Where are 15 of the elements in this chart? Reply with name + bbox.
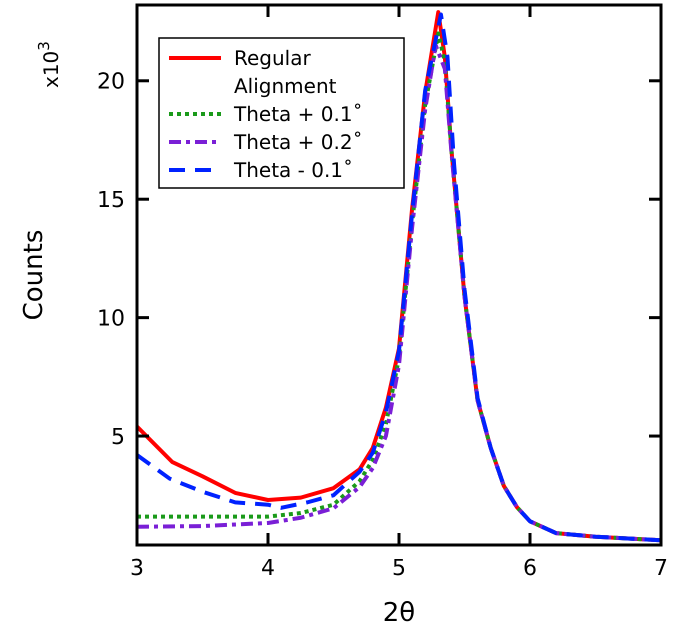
legend-label: Theta - 0.1˚ bbox=[233, 158, 354, 182]
legend-label: Theta + 0.1˚ bbox=[233, 102, 363, 126]
y-tick-label: 5 bbox=[111, 424, 125, 450]
y-tick-label: 15 bbox=[97, 188, 125, 213]
x-tick-label: 5 bbox=[392, 556, 406, 581]
x-tick-label: 4 bbox=[261, 556, 275, 581]
legend-label: Theta + 0.2˚ bbox=[233, 130, 363, 154]
x-tick-label: 3 bbox=[130, 556, 144, 581]
x-tick-label: 7 bbox=[654, 556, 668, 581]
x-tick-label: 6 bbox=[523, 556, 537, 581]
y-tick-label: 20 bbox=[97, 69, 125, 94]
x-axis-title: 2θ bbox=[382, 598, 416, 628]
legend-label: Regular Alignment bbox=[234, 46, 337, 98]
y-axis-title: Counts bbox=[19, 230, 49, 320]
y-tick-label: 10 bbox=[97, 306, 125, 332]
